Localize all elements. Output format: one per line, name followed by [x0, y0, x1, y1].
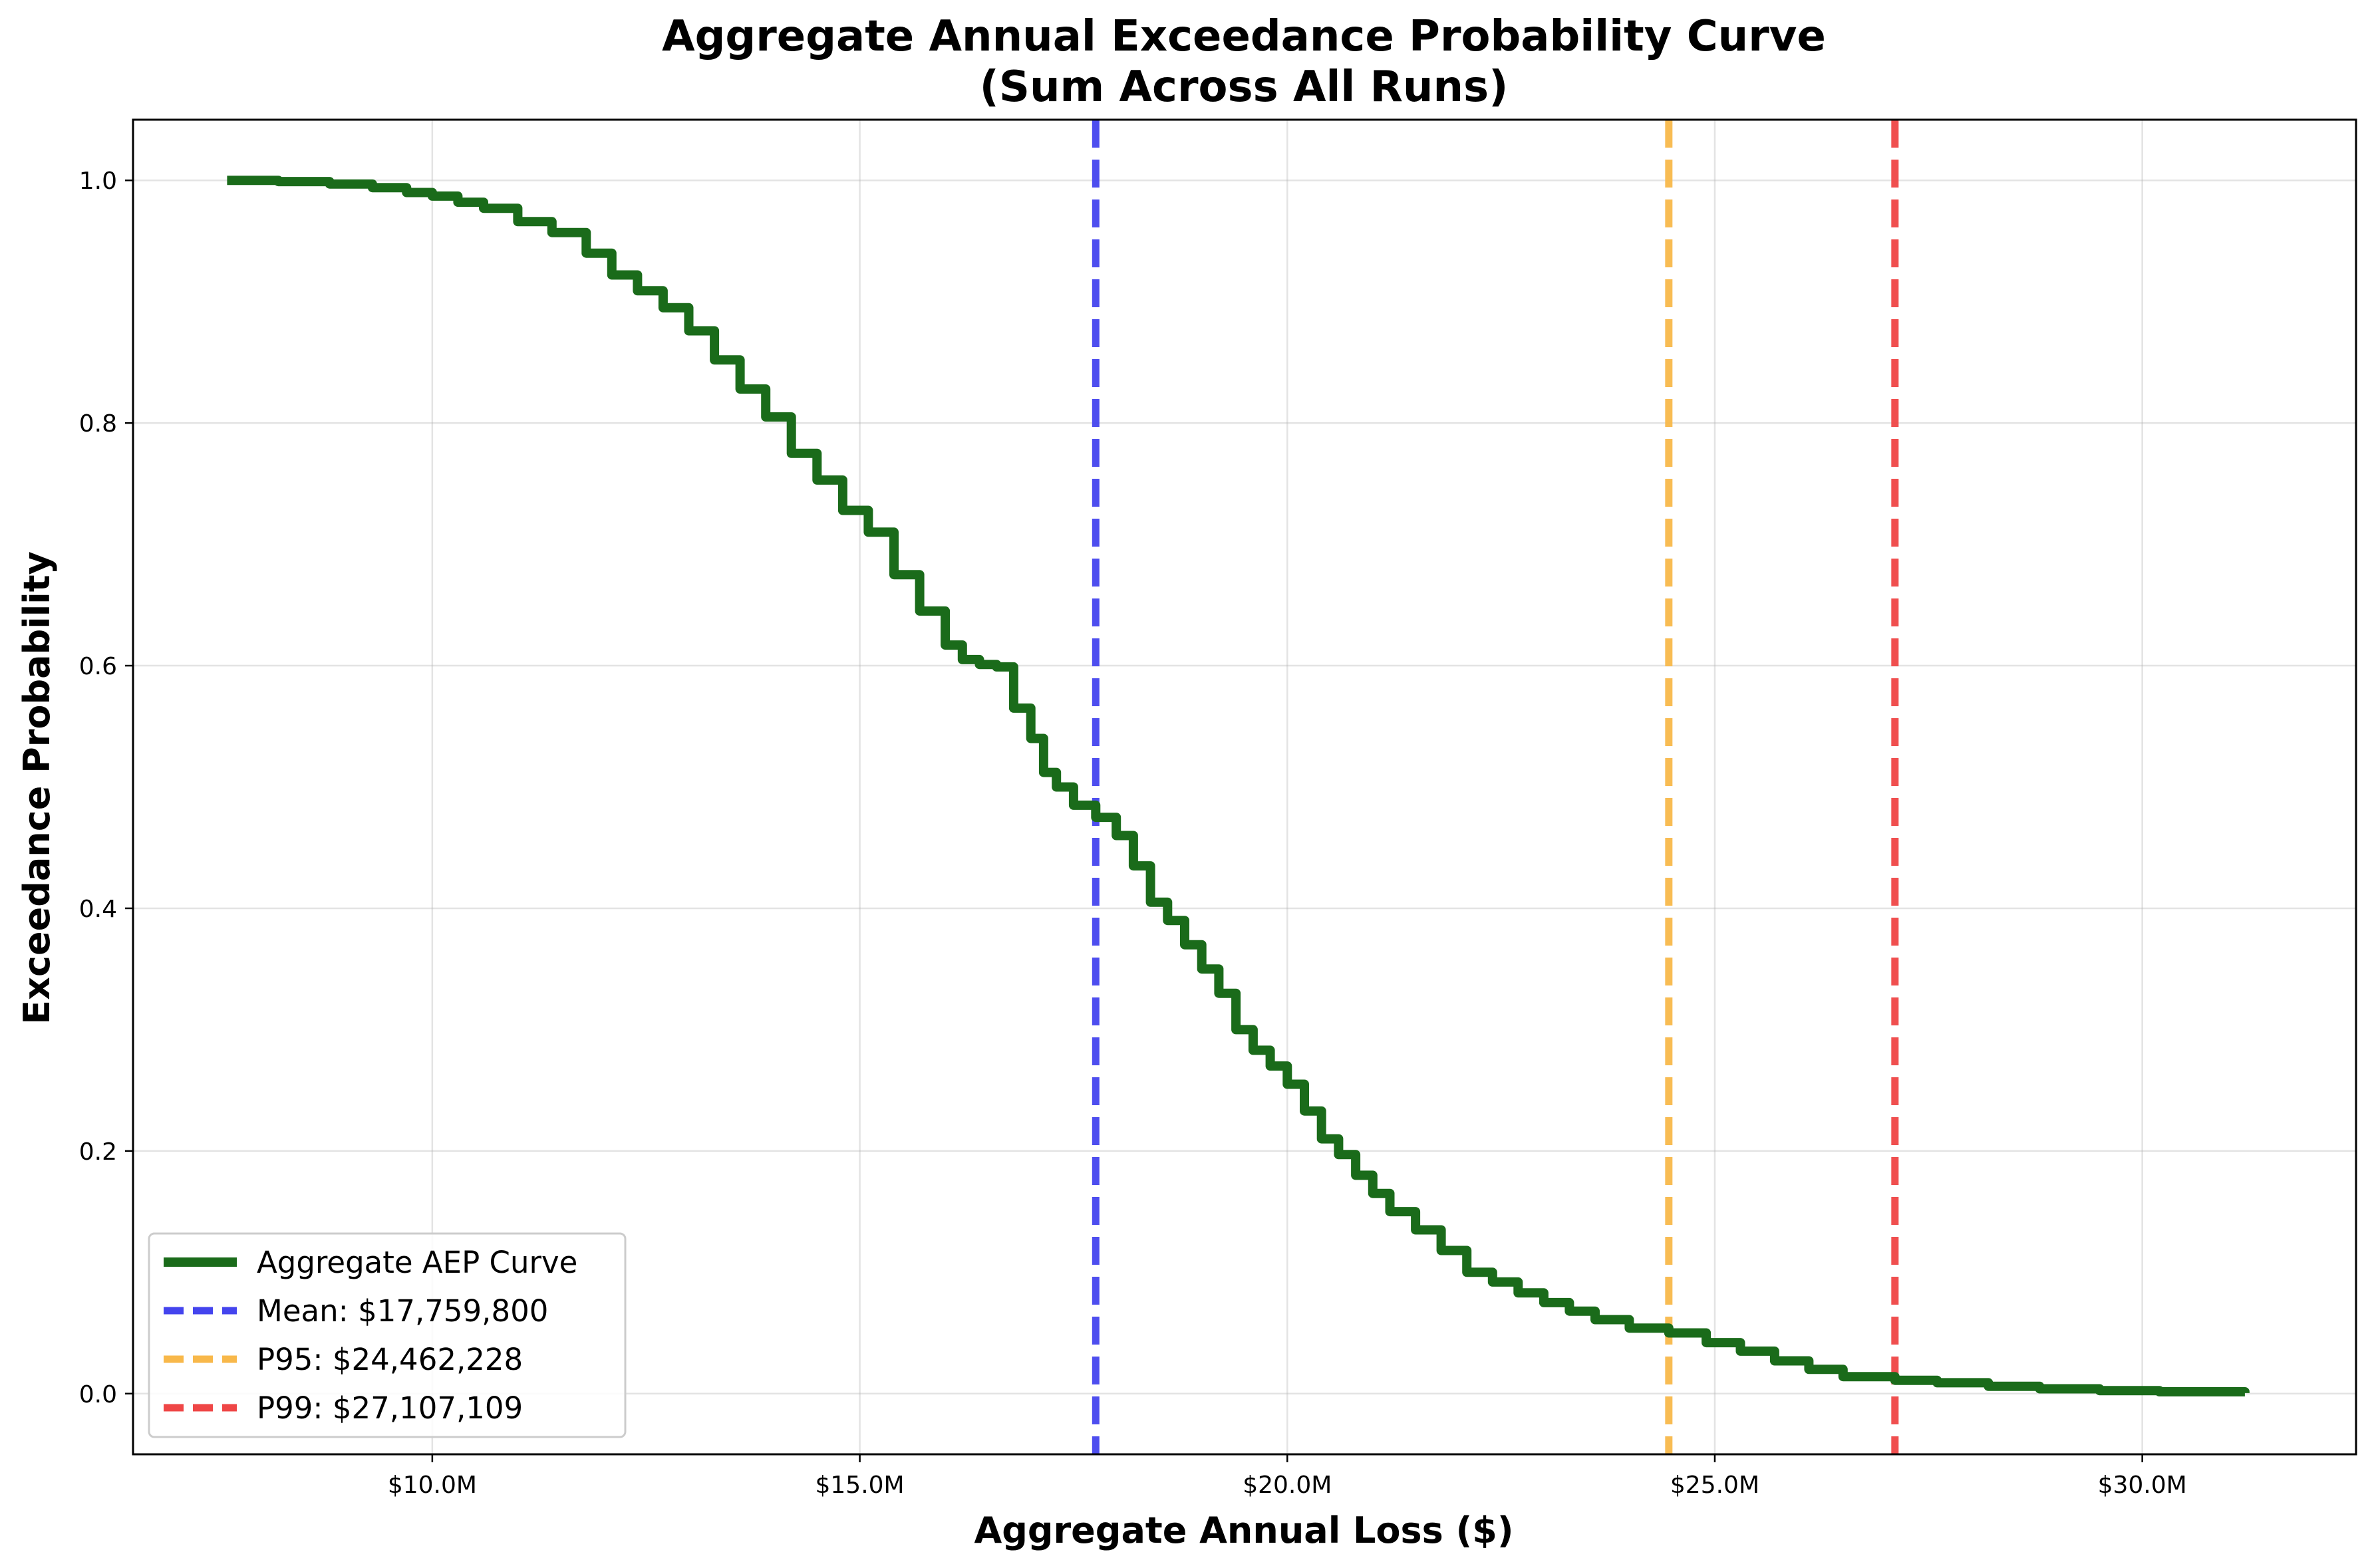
y-tick-label: 0.2: [79, 1138, 117, 1166]
legend-box: [148, 1232, 627, 1438]
aep-curve: [227, 176, 2250, 1396]
x-tick-label: $30.0M: [2098, 1472, 2187, 1499]
y-tick-label: 0.4: [79, 896, 117, 923]
y-tick-label: 1.0: [79, 168, 117, 195]
chart-subtitle: (Sum Across All Runs): [980, 63, 1509, 112]
legend-item-p95-label: P95: $24,462,228: [257, 1342, 523, 1377]
curve-layer: [227, 176, 2250, 1396]
x-axis-label: Aggregate Annual Loss ($): [974, 1509, 1513, 1551]
reference-lines: [1092, 120, 1899, 1454]
chart-title: Aggregate Annual Exceedance Probability …: [662, 12, 1826, 61]
y-tick-label: 0.6: [79, 653, 117, 680]
plot-frame: [132, 118, 2357, 1456]
x-tick-label: $10.0M: [388, 1472, 477, 1499]
x-tick-label: $20.0M: [1243, 1472, 1332, 1499]
x-tick-label: $25.0M: [1670, 1472, 1759, 1499]
legend-item-aep-label: Aggregate AEP Curve: [257, 1245, 577, 1280]
y-tick-label: 0.0: [79, 1381, 117, 1408]
legend: Aggregate AEP Curve Mean: $17,759,800 P95:…: [148, 1232, 627, 1438]
legend-item-p99-label: P99: $27,107,109: [257, 1390, 523, 1426]
ticks: $10.0M $15.0M $20.0M $25.0M $30.0M 0.0 0.2 0.4 0…: [79, 168, 2187, 1499]
legend-item-mean-label: Mean: $17,759,800: [257, 1293, 548, 1329]
y-tick-label: 0.8: [79, 410, 117, 438]
x-tick-label: $15.0M: [816, 1472, 905, 1499]
y-axis-label: Exceedance Probability: [16, 551, 58, 1025]
